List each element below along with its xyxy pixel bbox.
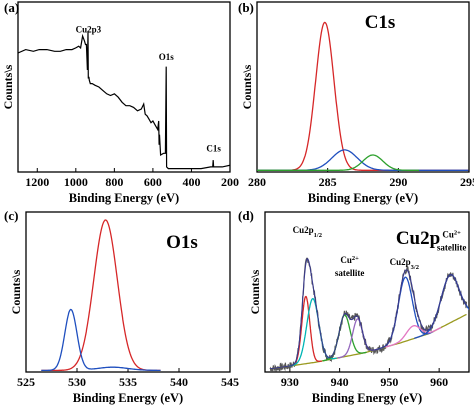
x-tick-label: 960: [430, 375, 448, 389]
fit-peak-2: [257, 149, 469, 171]
y-axis-label: Counts\s: [248, 269, 262, 314]
x-tick-label: 1200: [25, 175, 49, 189]
panel-label: (c): [4, 208, 18, 223]
plot-area: [41, 219, 161, 372]
peak-annotation: satellite: [335, 268, 365, 278]
peak-annotation: Cu2p3/2: [390, 257, 419, 271]
x-tick-label: 530: [68, 375, 86, 389]
x-tick-label: 940: [331, 375, 349, 389]
plot-area: [257, 21, 469, 171]
peak-annotation: C1s: [206, 144, 221, 154]
plot-frame: [264, 211, 470, 373]
x-tick-label: 545: [221, 375, 239, 389]
panel-a: (a) Counts\s 1200 1000 800 600 400 200 Binding E…: [1, 0, 239, 205]
x-tick-label: 400: [182, 175, 200, 189]
fit-peak-1: [41, 219, 161, 372]
chart-title: O1s: [166, 232, 198, 253]
plot-frame: [256, 1, 470, 173]
component-peak-5: [377, 276, 434, 350]
x-axis-title: Binding Energy (eV): [312, 391, 422, 405]
component-peak-3: [322, 314, 367, 362]
x-tick-label: 800: [105, 175, 123, 189]
annotation-subscript: 3/2: [411, 263, 419, 270]
panel-d: (d) Cu2p Counts\s 930 940 950 960 Binding Energ…: [238, 208, 470, 405]
peak-annotation: Cu2+: [442, 229, 461, 240]
panel-label: (a): [4, 0, 19, 15]
x-tick-label: 200: [221, 175, 239, 189]
x-axis-title: Binding Energy (eV): [73, 391, 183, 405]
peak-annotation: satellite: [437, 242, 467, 252]
component-peak-6: [385, 325, 442, 348]
panel-label: (d): [238, 208, 254, 223]
x-axis-title: Binding Energy (eV): [308, 191, 418, 205]
x-axis-title: Binding Energy (eV): [69, 191, 179, 205]
x-tick-label: 295: [460, 175, 474, 189]
fit-peak-2: [41, 308, 161, 372]
chart-title: C1s: [365, 12, 396, 33]
panel-label: (b): [238, 0, 254, 15]
x-tick-label: 600: [144, 175, 162, 189]
annotation-superscript: 2+: [352, 255, 359, 262]
x-tick-label: 540: [170, 375, 188, 389]
annotation-superscript: 2+: [454, 229, 461, 236]
y-axis-label: Counts\s: [240, 64, 254, 109]
x-tick-label: 930: [281, 375, 299, 389]
chart-title: Cu2p: [396, 228, 440, 249]
survey-line: [18, 30, 230, 170]
y-axis-label: Counts\s: [1, 64, 15, 109]
x-tick-label: 280: [248, 175, 266, 189]
x-tick-label: 290: [389, 175, 407, 189]
peak-annotation: Cu2+: [340, 255, 359, 266]
panel-b: (b) C1s Counts\s 280 285 290 295 Binding Energy…: [238, 0, 474, 205]
peak-annotation: Cu2p1/2: [293, 225, 322, 239]
x-tick-label: 1000: [64, 175, 88, 189]
x-tick-label: 535: [119, 375, 137, 389]
x-tick-label: 525: [17, 375, 35, 389]
fit-peak-1: [257, 21, 469, 171]
x-tick-label: 285: [319, 175, 337, 189]
x-tick-label: 950: [380, 375, 398, 389]
plot-area: [269, 257, 469, 372]
peak-annotation: O1s: [159, 52, 175, 62]
plot-area: [18, 30, 230, 170]
component-peak-2: [288, 298, 337, 367]
panel-c: (c) O1s Counts\s 525 530 535 540 545 Binding Ene…: [4, 208, 239, 405]
y-axis-label: Counts\s: [9, 269, 23, 314]
peak-annotation: Cu2p3: [76, 25, 102, 35]
annotation-subscript: 1/2: [314, 231, 322, 238]
plot-frame: [17, 1, 231, 173]
fit-peak-3: [257, 154, 419, 171]
envelope-fit: [269, 257, 467, 370]
